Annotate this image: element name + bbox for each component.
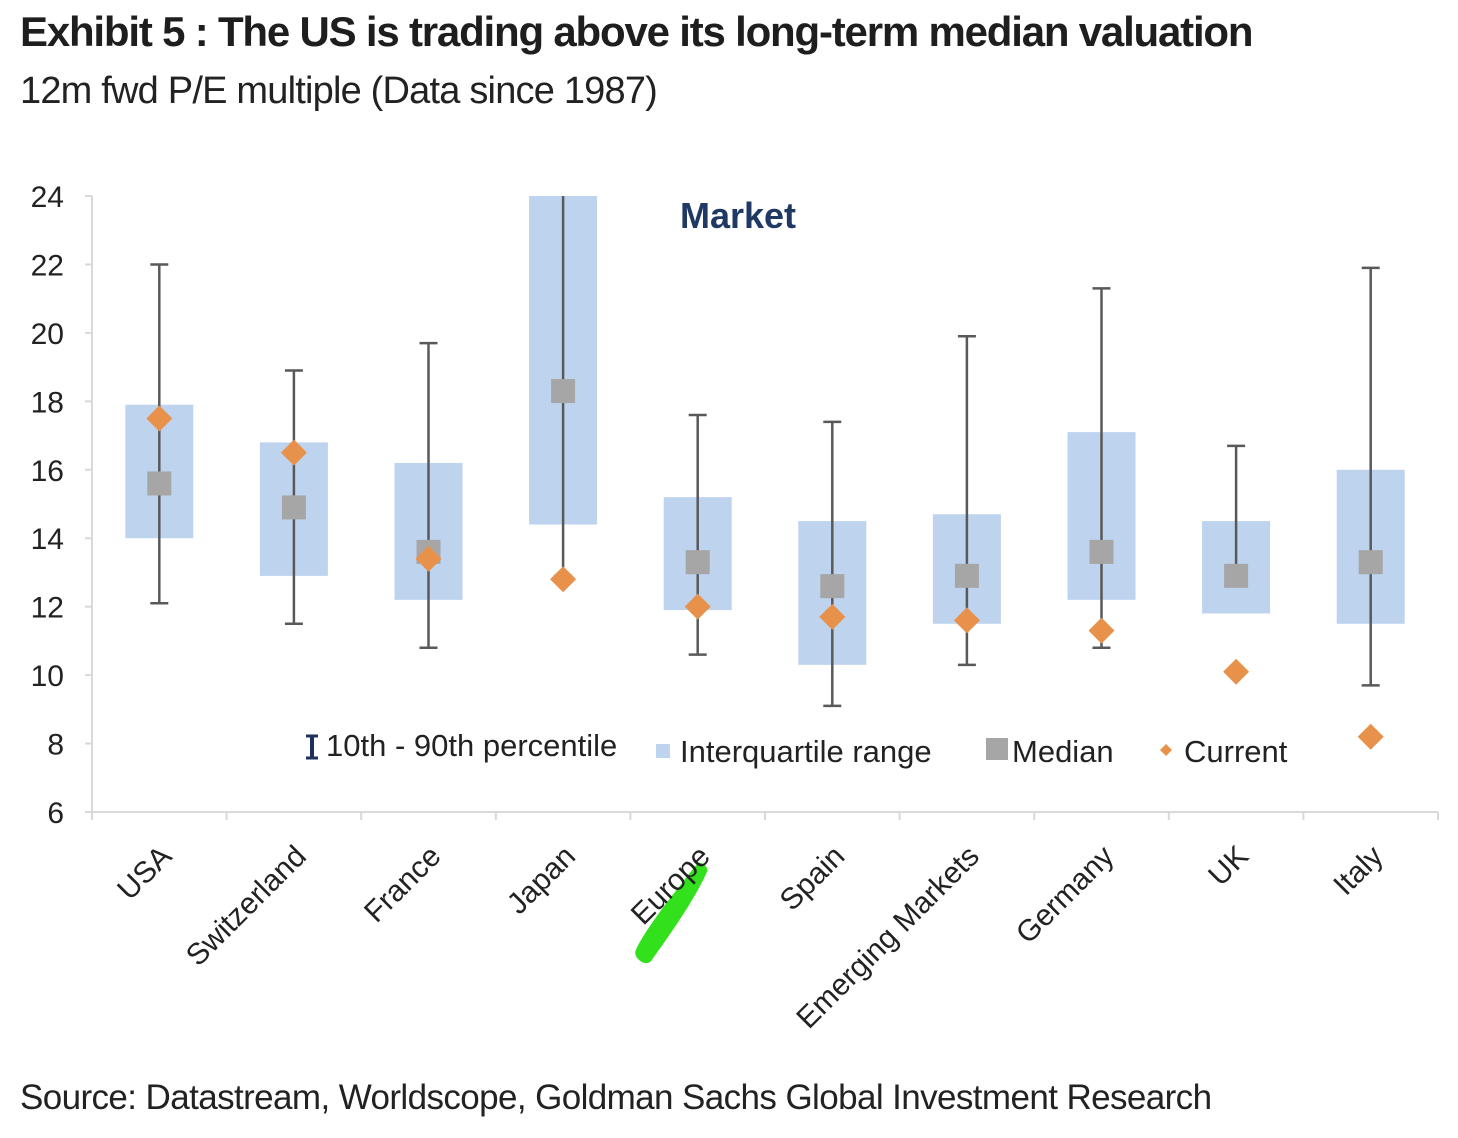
current-marker [684,593,711,620]
y-tick-label: 12 [31,592,64,625]
median-marker [1358,550,1383,575]
median-marker [281,495,306,520]
y-tick-label: 10 [31,660,64,693]
chart-axes: 6 8 10 12 14 16 18 20 22 24 [31,181,1439,830]
current-marker [819,603,846,630]
y-tick-label: 6 [47,797,64,830]
y-tick-label: 8 [47,729,64,762]
percentile-whiskers [150,196,1380,708]
current-marker [1223,658,1250,685]
current-marker [1357,723,1384,750]
median-marker [551,379,576,404]
y-tick-label: 20 [31,318,64,351]
legend-range-label: 10th - 90th percentile [326,728,617,763]
current-marker [953,607,980,634]
chart-legend: 10th - 90th percentile Interquartile rang… [306,728,1288,769]
chart-markers [146,379,1384,750]
exhibit-source: Source: Datastream, Worldscope, Goldman … [20,1078,1212,1117]
current-marker [1088,617,1115,644]
current-marker [415,545,442,572]
highlight-marker [635,862,708,964]
category-highlight-layer [635,862,708,964]
median-marker [1089,539,1114,564]
y-tick-label: 22 [31,249,64,282]
iqr-bars [125,196,1405,665]
legend-median-swatch [986,738,1008,760]
category-label: Germany [1010,840,1121,951]
y-tick-label: 14 [31,523,64,556]
current-marker [550,566,577,593]
category-label: France [358,840,447,929]
median-marker [685,550,710,575]
legend-iqr-label: Interquartile range [680,734,932,769]
legend-current-label: Current [1184,734,1288,769]
current-marker [146,405,173,432]
legend-current-swatch [1160,744,1172,756]
category-label: Spain [774,840,852,918]
exhibit-title: Exhibit 5 : The US is trading above its … [20,8,1254,55]
category-label: USA [111,840,178,907]
category-label: UK [1202,840,1255,893]
y-tick-label: 16 [31,455,64,488]
category-label: Japan [501,840,582,921]
median-marker [147,471,172,496]
exhibit-subtitle: 12m fwd P/E multiple (Data since 1987) [20,70,658,112]
current-marker [280,439,307,466]
category-labels: USA Switzerland France Japan Europe SpainEmer… [111,840,1389,1035]
median-marker [954,563,979,588]
median-marker [1224,563,1249,588]
y-tick-label: 18 [31,386,64,419]
chart-title: Market [680,195,796,236]
median-marker [820,574,845,599]
category-label: Switzerland [180,840,313,973]
category-label: Italy [1327,840,1389,902]
legend-median-label: Median [1012,734,1114,769]
y-tick-label: 24 [31,181,64,214]
legend-iqr-swatch [656,744,670,758]
legend-range-icon [306,734,318,760]
